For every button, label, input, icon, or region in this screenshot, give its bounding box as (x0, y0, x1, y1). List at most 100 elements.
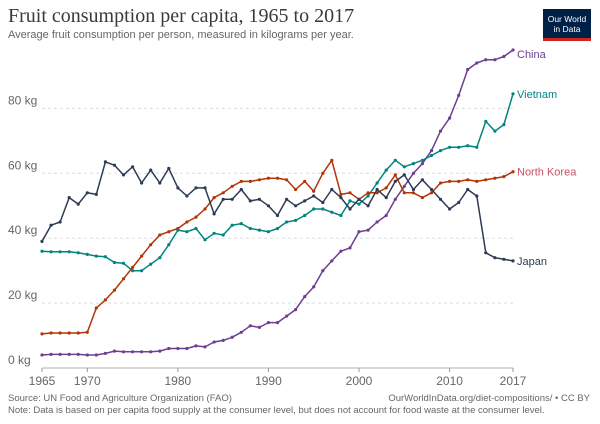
data-point-china[interactable] (103, 351, 107, 355)
data-point-china[interactable] (502, 54, 506, 59)
data-point-japan[interactable] (357, 197, 361, 201)
data-point-china[interactable] (275, 321, 280, 325)
data-point-vietnam[interactable] (448, 145, 452, 149)
data-point-vietnam[interactable] (212, 231, 216, 235)
data-point-vietnam[interactable] (312, 207, 316, 211)
data-point-china[interactable] (194, 344, 198, 348)
data-point-vietnam[interactable] (103, 255, 107, 259)
data-point-vietnam[interactable] (266, 230, 270, 234)
data-point-vietnam[interactable] (475, 145, 479, 149)
data-point-japan[interactable] (303, 199, 307, 203)
data-point-vietnam[interactable] (275, 226, 280, 231)
data-point-north-korea[interactable] (49, 331, 53, 335)
data-point-japan[interactable] (67, 196, 71, 200)
data-point-vietnam[interactable] (85, 252, 89, 256)
data-point-north-korea[interactable] (420, 196, 424, 200)
data-point-north-korea[interactable] (58, 331, 62, 335)
data-point-japan[interactable] (194, 186, 198, 190)
data-point-north-korea[interactable] (221, 191, 225, 195)
data-point-north-korea[interactable] (448, 179, 452, 183)
data-point-china[interactable] (321, 269, 325, 273)
data-point-japan[interactable] (411, 187, 415, 192)
data-point-north-korea[interactable] (230, 184, 234, 188)
data-point-china[interactable] (420, 162, 424, 166)
data-point-north-korea[interactable] (194, 215, 198, 219)
data-point-japan[interactable] (330, 187, 334, 192)
data-point-north-korea[interactable] (511, 170, 515, 174)
data-point-china[interactable] (257, 325, 261, 329)
data-point-japan[interactable] (493, 256, 497, 260)
data-point-north-korea[interactable] (167, 230, 171, 234)
data-point-japan[interactable] (429, 187, 434, 192)
data-point-north-korea[interactable] (411, 191, 415, 195)
data-point-north-korea[interactable] (131, 265, 135, 269)
data-point-japan[interactable] (402, 173, 406, 177)
data-point-china[interactable] (140, 350, 144, 354)
owid-logo[interactable]: Our World in Data (543, 9, 591, 41)
data-point-japan[interactable] (384, 196, 388, 200)
data-point-vietnam[interactable] (511, 92, 515, 96)
data-point-north-korea[interactable] (140, 254, 144, 258)
data-point-japan[interactable] (239, 187, 243, 192)
data-point-china[interactable] (402, 184, 406, 188)
data-point-china[interactable] (85, 353, 89, 357)
data-point-north-korea[interactable] (502, 175, 506, 179)
data-point-north-korea[interactable] (239, 179, 243, 183)
data-point-north-korea[interactable] (67, 331, 71, 335)
data-point-japan[interactable] (511, 259, 515, 263)
data-point-japan[interactable] (40, 239, 44, 243)
data-point-north-korea[interactable] (149, 243, 153, 247)
data-point-china[interactable] (493, 58, 497, 62)
data-point-north-korea[interactable] (438, 181, 443, 185)
data-point-north-korea[interactable] (484, 178, 488, 182)
data-point-china[interactable] (303, 295, 307, 299)
data-point-north-korea[interactable] (348, 191, 352, 195)
data-point-vietnam[interactable] (366, 194, 370, 198)
data-point-north-korea[interactable] (275, 176, 280, 180)
data-point-china[interactable] (94, 353, 98, 357)
data-point-vietnam[interactable] (285, 220, 289, 224)
data-point-japan[interactable] (49, 223, 53, 227)
data-point-china[interactable] (121, 350, 126, 354)
data-point-japan[interactable] (285, 197, 289, 201)
data-point-japan[interactable] (366, 204, 370, 208)
data-point-china[interactable] (448, 116, 452, 120)
data-point-north-korea[interactable] (312, 189, 316, 193)
data-point-north-korea[interactable] (339, 192, 343, 196)
data-point-vietnam[interactable] (230, 223, 234, 227)
series-label-china[interactable]: China (517, 49, 547, 61)
data-point-china[interactable] (58, 352, 62, 356)
data-point-north-korea[interactable] (330, 158, 334, 162)
data-point-japan[interactable] (149, 168, 153, 172)
data-point-china[interactable] (457, 93, 461, 97)
data-point-vietnam[interactable] (502, 123, 506, 127)
data-point-japan[interactable] (140, 181, 144, 185)
series-label-japan[interactable]: Japan (517, 256, 547, 268)
data-point-vietnam[interactable] (457, 145, 461, 149)
data-point-china[interactable] (203, 345, 207, 349)
data-point-vietnam[interactable] (167, 243, 171, 247)
data-point-vietnam[interactable] (294, 218, 298, 222)
data-point-japan[interactable] (484, 251, 488, 255)
credit-link[interactable]: OurWorldInData.org/diet-compositions/ • … (388, 393, 590, 404)
data-point-north-korea[interactable] (466, 178, 470, 182)
data-point-north-korea[interactable] (212, 196, 216, 200)
data-point-vietnam[interactable] (466, 144, 470, 148)
series-label-north-korea[interactable]: North Korea (517, 167, 577, 179)
data-point-japan[interactable] (185, 194, 189, 198)
series-line-north-korea[interactable] (41, 159, 514, 335)
data-point-vietnam[interactable] (303, 213, 307, 218)
data-point-north-korea[interactable] (85, 330, 89, 334)
data-point-vietnam[interactable] (339, 213, 343, 218)
data-point-china[interactable] (167, 346, 171, 351)
data-point-north-korea[interactable] (457, 179, 461, 183)
data-point-japan[interactable] (221, 197, 225, 201)
data-point-north-korea[interactable] (185, 220, 189, 224)
data-point-vietnam[interactable] (140, 269, 144, 273)
data-point-vietnam[interactable] (112, 260, 117, 265)
data-point-vietnam[interactable] (131, 269, 135, 273)
data-point-japan[interactable] (121, 173, 126, 177)
data-point-vietnam[interactable] (94, 254, 98, 258)
data-point-japan[interactable] (248, 199, 252, 203)
data-point-japan[interactable] (230, 197, 234, 201)
